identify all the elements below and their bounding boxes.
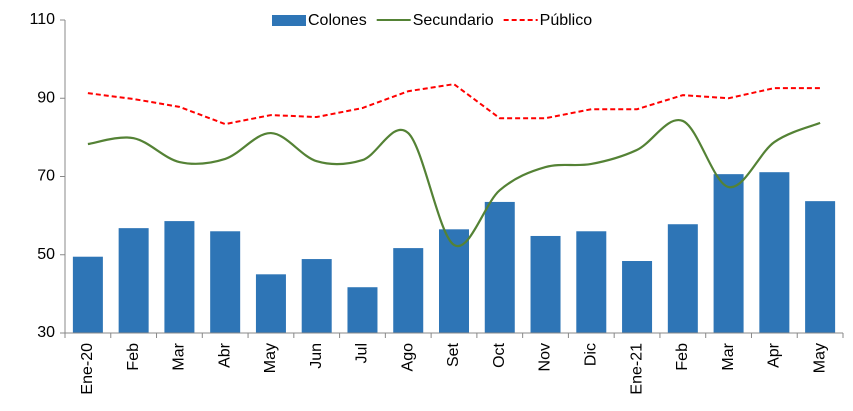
x-tick-label: May (811, 343, 828, 373)
bar (759, 172, 790, 333)
y-tick-label: 110 (29, 11, 55, 28)
bar (530, 235, 561, 333)
y-tick-label: 30 (37, 324, 55, 341)
legend-label: Secundario (413, 12, 494, 29)
bar (164, 221, 195, 333)
x-tick-label: Mar (171, 342, 188, 370)
bar (255, 274, 286, 333)
bar (622, 261, 653, 333)
x-tick-label: Ene-20 (79, 343, 96, 395)
y-tick-label: 90 (37, 89, 55, 106)
bar (393, 248, 424, 333)
bar (210, 231, 241, 333)
bar (439, 229, 469, 333)
x-tick-label: Jul (354, 343, 371, 363)
bar (301, 259, 332, 333)
bar (576, 231, 607, 333)
x-tick-label: Set (445, 342, 462, 367)
y-tick-label: 70 (37, 168, 55, 185)
x-tick-label: Feb (125, 343, 142, 371)
x-tick-label: Ene-21 (628, 343, 645, 395)
bar (347, 287, 378, 333)
legend-label: Público (540, 12, 593, 29)
x-tick-label: May (262, 343, 279, 373)
line (87, 83, 821, 126)
legend-label: Colones (308, 12, 367, 29)
y-tick-label: 50 (37, 246, 55, 263)
x-tick-label: Feb (674, 343, 691, 371)
bar (805, 201, 836, 333)
bar (484, 201, 515, 333)
bar (72, 256, 103, 333)
x-tick-label: Jun (308, 343, 325, 369)
bar (118, 228, 149, 333)
bar (713, 174, 744, 333)
x-tick-label: Ago (399, 343, 416, 372)
x-tick-label: Dic (583, 343, 600, 366)
x-tick-label: Nov (537, 343, 554, 371)
x-tick-label: Mar (720, 342, 737, 370)
legend-swatch (272, 15, 306, 26)
line (87, 118, 821, 248)
bar (667, 224, 698, 333)
x-tick-label: Abr (216, 342, 233, 368)
x-tick-label: Apr (766, 342, 783, 368)
x-tick-label: Oct (491, 342, 508, 367)
